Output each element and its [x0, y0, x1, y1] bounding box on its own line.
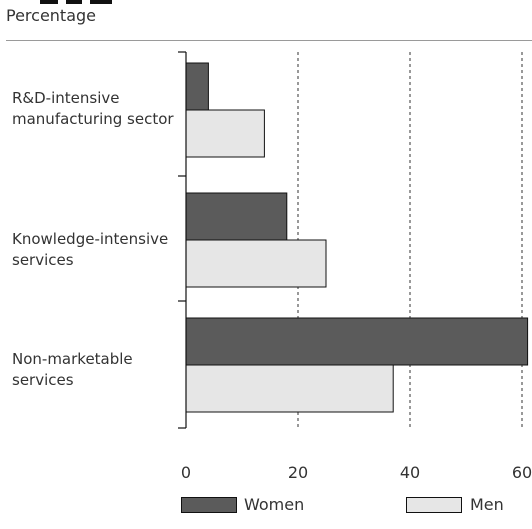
cropped-title-fragment [40, 0, 112, 4]
category-label-rd-manufacturing: R&D-intensive manufacturing sector [12, 89, 174, 128]
legend-swatch-men [406, 497, 462, 513]
legend-label-men: Men [470, 495, 504, 514]
x-tick-label-0: 0 [181, 463, 191, 482]
bar-men-0 [185, 109, 265, 158]
y-axis-title: Percentage [6, 6, 97, 25]
bar-women-0 [185, 62, 209, 111]
bar-women-2 [185, 317, 529, 366]
x-tick-label-40: 40 [400, 463, 420, 482]
category-label-knowledge-services: Knowledge-intensive services [12, 230, 169, 269]
legend-swatch-women [181, 497, 237, 513]
legend-label-women: Women [244, 495, 305, 514]
bar-men-1 [185, 239, 327, 288]
category-label-non-marketable: Non-marketable services [12, 350, 133, 389]
x-tick-label-20: 20 [288, 463, 308, 482]
bar-men-2 [185, 364, 394, 413]
x-tick-label-60: 60 [512, 463, 532, 482]
bar-women-1 [185, 192, 288, 241]
header-divider [6, 40, 532, 41]
